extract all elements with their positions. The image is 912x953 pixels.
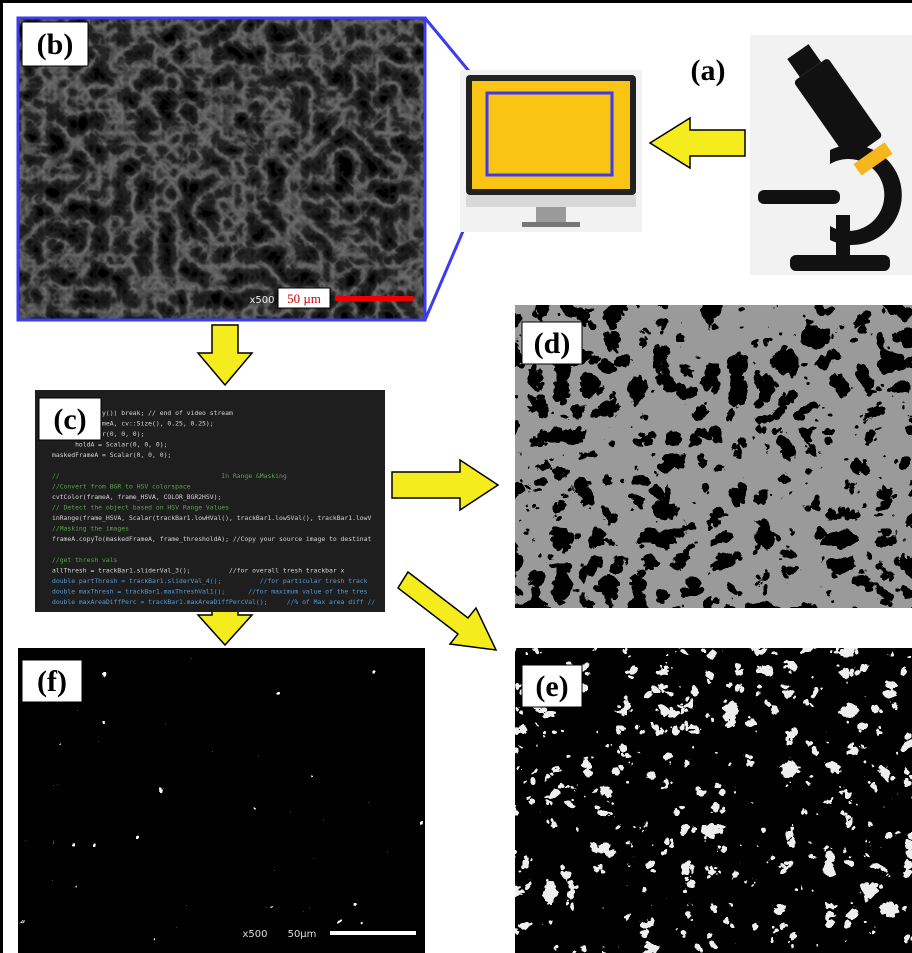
arrow xyxy=(650,118,745,168)
code-line: //Masking the images xyxy=(52,525,129,533)
code-line: // Detect the object based on HSV Range … xyxy=(52,504,229,512)
code-line: //Convert from BGR to HSV colorspace xyxy=(52,483,191,491)
panel-label: (f) xyxy=(37,665,67,698)
monitor-base xyxy=(522,222,580,227)
code-line: frameA.copyTo(maskedFrameA, frame_thresh… xyxy=(52,535,371,543)
screen xyxy=(472,81,630,189)
code-line: //get thresh vals xyxy=(52,556,118,564)
code-line: allThresh = trackBar1.sliderVal_3(); //f… xyxy=(52,567,345,575)
code-line: cvtColor(frameA, frame_HSVA, COLOR_BGR2H… xyxy=(52,493,221,501)
code-line: inRange(frame_HSVA, Scalar(trackBar1.low… xyxy=(52,514,371,522)
code-line: holdA = Scalar(0, 0, 0); xyxy=(52,441,167,449)
code-line: double partThresh = trackBar1.sliderVal_… xyxy=(52,577,368,585)
monitor-stand xyxy=(536,207,566,222)
code-line: double maxThresh = trackBar1.maxThreshVa… xyxy=(52,588,368,596)
code-line: maskedFrameA = Scalar(0, 0, 0); xyxy=(52,451,171,459)
magnification: x500 xyxy=(249,295,274,306)
arrow xyxy=(392,460,498,510)
scale-text: 50µm xyxy=(288,929,317,940)
monitor-chin xyxy=(466,195,636,207)
panel-label: (e) xyxy=(535,670,568,703)
arrow xyxy=(398,572,496,650)
scale-bar xyxy=(330,931,416,935)
figure: (b) x500 50 µm (a) .empty()) break; // e… xyxy=(0,0,912,953)
arrow xyxy=(198,325,252,385)
code-line: // In Range &Masking xyxy=(52,472,287,480)
magnification: x500 xyxy=(242,929,267,940)
panel-label: (c) xyxy=(53,403,86,436)
panel-label: (b) xyxy=(37,28,74,61)
panel-label: (a) xyxy=(691,54,726,87)
panel-label: (d) xyxy=(534,327,571,360)
scale-bar xyxy=(335,296,413,301)
code-line: double maxAreaDiffPerc = trackBar1.maxAr… xyxy=(52,598,375,606)
scale-text: 50 µm xyxy=(287,291,321,306)
